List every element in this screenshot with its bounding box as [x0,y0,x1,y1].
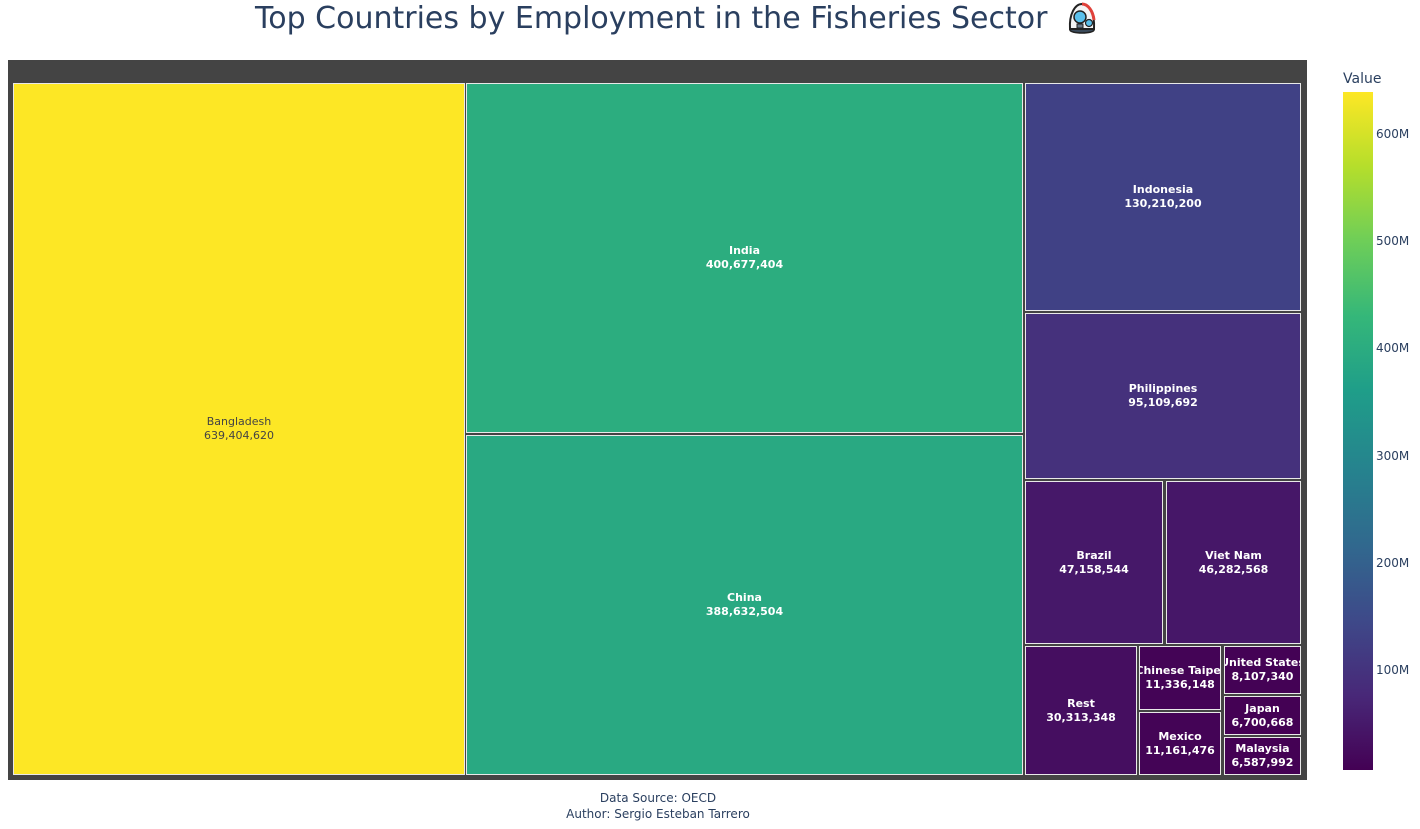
tile-value: 46,282,568 [1198,562,1269,576]
data-source-text: Data Source: OECD [599,791,717,805]
treemap-tile-japan[interactable]: Japan 6,700,668 [1224,696,1301,735]
treemap-tile-united-states[interactable]: United States 8,107,340 [1224,646,1301,694]
colorbar [1343,92,1373,770]
tile-label-group: Philippines 95,109,692 [1128,382,1198,410]
chart-footer: Data Source: OECD Author: Sergio Esteban… [0,790,1316,822]
tile-label-group: China 388,632,504 [706,591,783,619]
tile-label-group: United States 8,107,340 [1224,656,1301,684]
tile-label-group: Viet Nam 46,282,568 [1199,549,1269,577]
tile-value: 95,109,692 [1128,396,1198,409]
tile-value: 11,161,476 [1145,743,1215,757]
tile-label-group: Rest 30,313,348 [1046,697,1116,725]
colorbar-tick-label: 400M [1376,341,1410,356]
tile-label: Japan [1245,701,1280,715]
tile-label: India [729,244,760,257]
tile-label-group: Brazil 47,158,544 [1059,549,1129,577]
tile-label: Viet Nam [1205,548,1262,562]
tile-value: 130,210,200 [1124,197,1202,210]
chart-title: Top Countries by Employment in the Fishe… [0,0,1354,36]
tile-value: 6,587,992 [1231,756,1294,769]
treemap-tile-mexico[interactable]: Mexico 11,161,476 [1139,712,1221,775]
tile-label: Philippines [1128,382,1198,395]
colorbar-tick-label: 300M [1376,448,1410,463]
tile-value: 6,700,668 [1231,715,1294,729]
treemap-tile-china[interactable]: China 388,632,504 [466,435,1023,775]
tile-label-group: Malaysia 6,587,992 [1232,742,1294,770]
treemap-tile-brazil[interactable]: Brazil 47,158,544 [1025,481,1163,644]
colorbar-tick-label: 600M [1376,127,1410,142]
tile-value: 47,158,544 [1059,562,1129,576]
tile-label-group: India 400,677,404 [706,244,783,272]
tile-label-group: Japan 6,700,668 [1232,702,1294,730]
colorbar-tick-label: 500M [1376,234,1410,249]
tile-label: China [727,591,762,604]
tile-label: Brazil [1076,548,1112,562]
tile-value: 400,677,404 [705,258,784,271]
tile-label: Mexico [1158,729,1202,743]
treemap-tile-philippines[interactable]: Philippines 95,109,692 [1025,313,1301,479]
tile-label: United States [1224,656,1301,669]
treemap-tile-indonesia[interactable]: Indonesia 130,210,200 [1025,83,1301,311]
colorbar-title: Value [1343,71,1382,87]
chart-title-text: Top Countries by Employment in the Fishe… [255,1,1048,36]
tile-label-group: Chinese Taipei 11,336,148 [1139,664,1221,692]
tile-label-group: Indonesia 130,210,200 [1124,183,1201,211]
treemap-tile-viet-nam[interactable]: Viet Nam 46,282,568 [1166,481,1301,644]
colorbar-tick-label: 100M [1376,662,1410,677]
treemap-tile-chinese-taipei[interactable]: Chinese Taipei 11,336,148 [1139,646,1221,710]
treemap: Bangladesh 639,404,620 India 400,677,404 Chi… [8,60,1307,780]
tile-label: Chinese Taipei [1139,664,1221,677]
tile-label: Bangladesh [206,415,272,428]
tile-value: 11,336,148 [1145,678,1215,691]
tile-label: Indonesia [1132,183,1194,196]
tile-value: 8,107,340 [1231,670,1294,683]
tile-label: Rest [1067,696,1095,710]
treemap-tile-bangladesh[interactable]: Bangladesh 639,404,620 [13,83,465,775]
tile-value: 30,313,348 [1046,710,1116,724]
tile-value: 388,632,504 [705,605,784,618]
treemap-tile-india[interactable]: India 400,677,404 [466,83,1023,433]
tile-label-group: Mexico 11,161,476 [1145,730,1215,758]
treemap-tile-malaysia[interactable]: Malaysia 6,587,992 [1224,737,1301,775]
treemap-tile-rest[interactable]: Rest 30,313,348 [1025,646,1137,775]
tile-value: 639,404,620 [204,429,274,442]
tile-label-group: Bangladesh 639,404,620 [204,415,274,443]
colorbar-tick-label: 200M [1376,555,1410,570]
author-text: Author: Sergio Esteban Tarrero [566,807,750,821]
diver-helmet-icon [1065,0,1099,41]
tile-label: Malaysia [1235,742,1290,755]
